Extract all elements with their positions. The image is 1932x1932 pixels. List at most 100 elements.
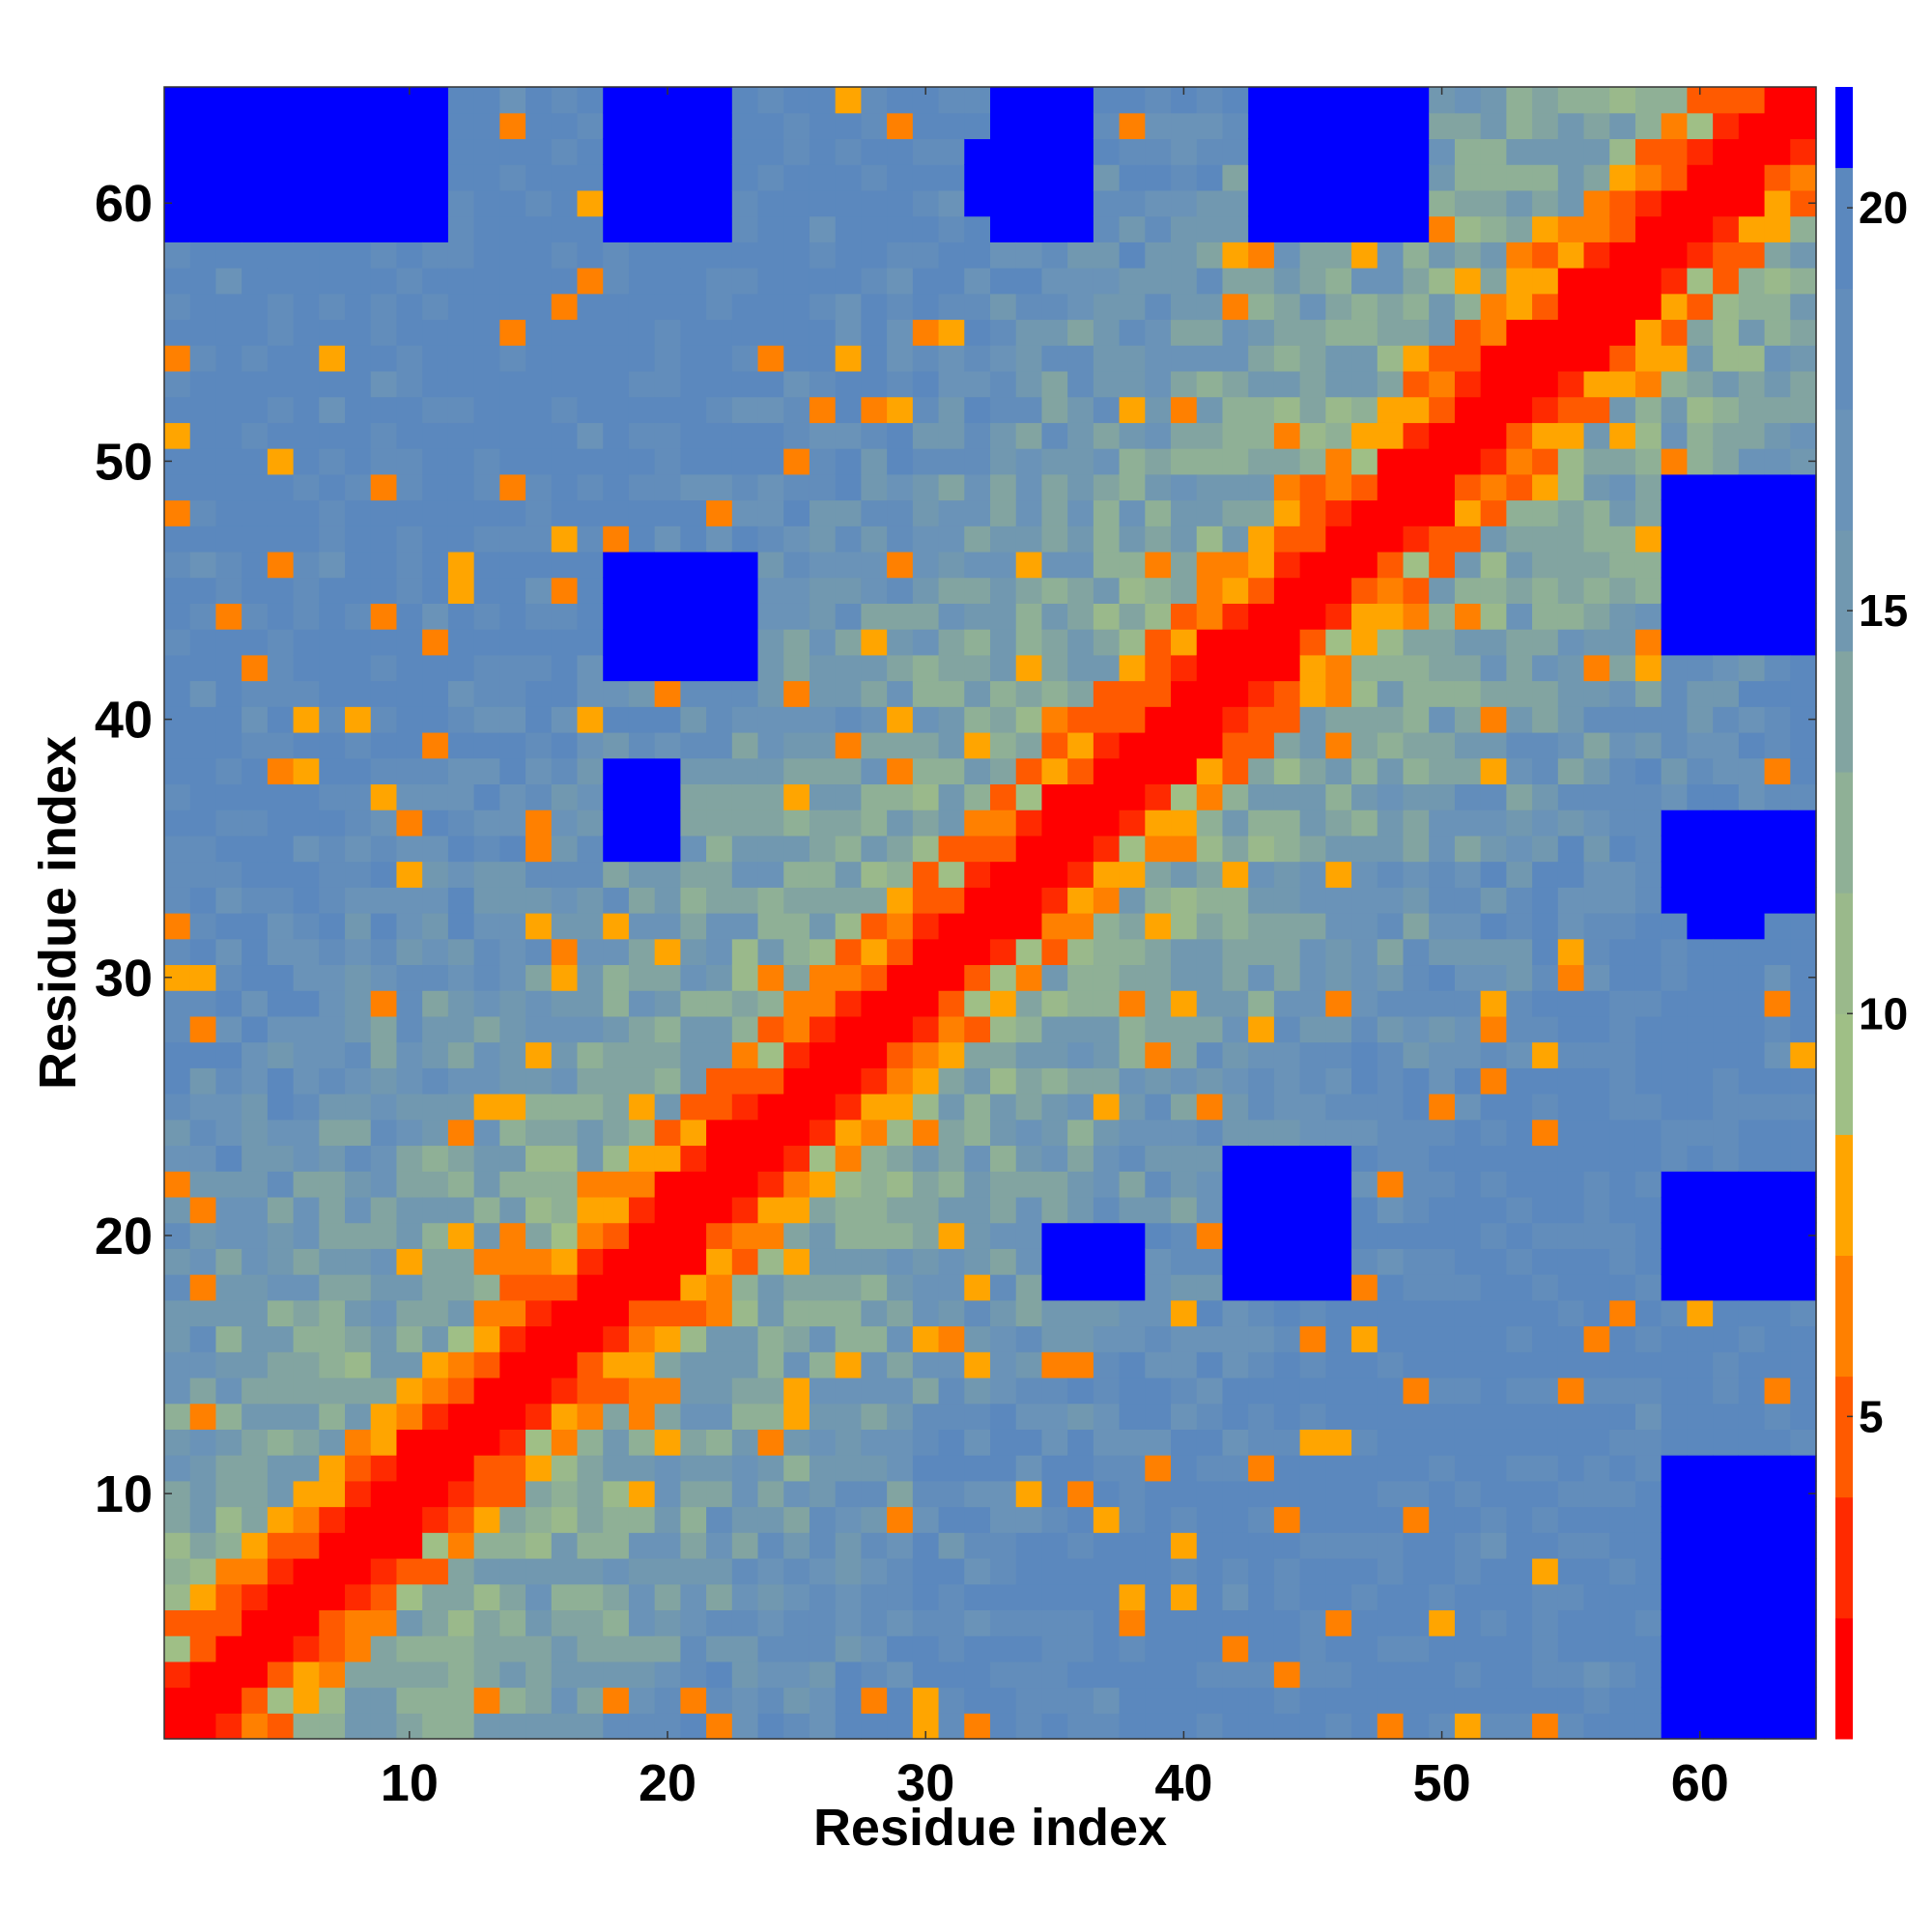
heatmap-cell (396, 396, 423, 423)
heatmap-cell (1738, 1196, 1766, 1224)
heatmap-cell (422, 810, 449, 837)
heatmap-cell (1634, 629, 1662, 656)
heatmap-cell (215, 1455, 242, 1482)
heatmap-cell (242, 319, 269, 346)
heatmap-cell (345, 268, 372, 295)
heatmap-cell (1015, 499, 1043, 526)
heatmap-cell (293, 731, 320, 759)
heatmap-cell (835, 680, 863, 707)
heatmap-cell (1764, 319, 1791, 346)
heatmap-cell (215, 1351, 242, 1378)
heatmap-cell (319, 1248, 346, 1275)
heatmap-cell (1171, 189, 1198, 217)
heatmap-cell (1196, 731, 1224, 759)
heatmap-cell (990, 164, 1017, 191)
heatmap-cell (603, 1351, 630, 1378)
heatmap-cell (680, 526, 707, 553)
heatmap-cell (1480, 1299, 1507, 1327)
heatmap-cell (396, 629, 423, 656)
heatmap-cell (964, 319, 991, 346)
heatmap-cell (1273, 293, 1301, 321)
heatmap-cell (835, 1429, 863, 1456)
heatmap-cell (1299, 913, 1326, 940)
heatmap-cell (912, 861, 940, 888)
heatmap-cell (1196, 603, 1224, 630)
heatmap-cell (1325, 577, 1352, 604)
heatmap-cell (1429, 861, 1456, 888)
heatmap-cell (267, 87, 295, 114)
heatmap-cell (1661, 1403, 1689, 1430)
heatmap-cell (1790, 1506, 1817, 1533)
heatmap-cell (1661, 215, 1689, 242)
heatmap-cell (1273, 757, 1301, 785)
heatmap-cell (370, 706, 398, 733)
heatmap-cell (1119, 448, 1146, 475)
heatmap-cell (1609, 938, 1636, 966)
heatmap-cell (1377, 1299, 1405, 1327)
heatmap-cell (1299, 242, 1326, 269)
heatmap-cell (654, 1635, 681, 1662)
heatmap-cell (242, 164, 269, 191)
heatmap-cell (215, 499, 242, 526)
heatmap-cell (809, 1455, 837, 1482)
heatmap-cell (1532, 526, 1559, 553)
heatmap-cell (1093, 345, 1121, 372)
heatmap-cell (757, 345, 784, 372)
heatmap-cell (1273, 499, 1301, 526)
heatmap-cell (526, 1196, 553, 1224)
heatmap-cell (1067, 706, 1094, 733)
heatmap-cell (1377, 1480, 1405, 1508)
heatmap-cell (938, 706, 965, 733)
heatmap-cell (887, 1299, 914, 1327)
heatmap-cell (1015, 268, 1043, 295)
heatmap-cell (215, 1015, 242, 1043)
heatmap-cell (628, 345, 656, 372)
heatmap-cell (1273, 654, 1301, 682)
heatmap-cell (1093, 1094, 1121, 1121)
heatmap-cell (680, 1325, 707, 1352)
heatmap-cell (731, 164, 759, 191)
heatmap-cell (319, 422, 346, 449)
heatmap-cell (990, 112, 1017, 140)
heatmap-cell (473, 396, 500, 423)
heatmap-cell (1790, 268, 1817, 295)
heatmap-cell (1687, 448, 1714, 475)
heatmap-cell (861, 189, 888, 217)
heatmap-cell (1713, 87, 1740, 114)
heatmap-cell (706, 1455, 733, 1482)
heatmap-cell (1015, 1635, 1043, 1662)
heatmap-cell (1273, 1635, 1301, 1662)
heatmap-cell (990, 1015, 1017, 1043)
heatmap-cell (1145, 345, 1172, 372)
heatmap-cell (809, 473, 837, 501)
heatmap-cell (861, 913, 888, 940)
heatmap-cell (1041, 396, 1068, 423)
heatmap-cell (1506, 370, 1533, 398)
heatmap-cell (1738, 422, 1766, 449)
heatmap-cell (1609, 654, 1636, 682)
heatmap-cell (757, 757, 784, 785)
heatmap-cell (1067, 499, 1094, 526)
heatmap-cell (1687, 757, 1714, 785)
heatmap-cell (628, 1635, 656, 1662)
heatmap-cell (783, 1583, 810, 1611)
heatmap-cell (1506, 680, 1533, 707)
heatmap-cell (1687, 1429, 1714, 1456)
heatmap-cell (1351, 215, 1378, 242)
heatmap-cell (964, 422, 991, 449)
heatmap-cell (809, 396, 837, 423)
heatmap-cell (1557, 1532, 1585, 1559)
heatmap-cell (551, 473, 579, 501)
heatmap-cell (1171, 1196, 1198, 1224)
heatmap-cell (370, 913, 398, 940)
heatmap-cell (654, 1041, 681, 1068)
heatmap-cell (1634, 499, 1662, 526)
heatmap-cell (1222, 1171, 1249, 1198)
heatmap-cell (1557, 293, 1585, 321)
heatmap-cell (1532, 189, 1559, 217)
heatmap-cell (706, 138, 733, 165)
heatmap-cell (1248, 731, 1275, 759)
heatmap-cell (1609, 1713, 1636, 1740)
heatmap-cell (1713, 1119, 1740, 1147)
heatmap-cell (1634, 1635, 1662, 1662)
